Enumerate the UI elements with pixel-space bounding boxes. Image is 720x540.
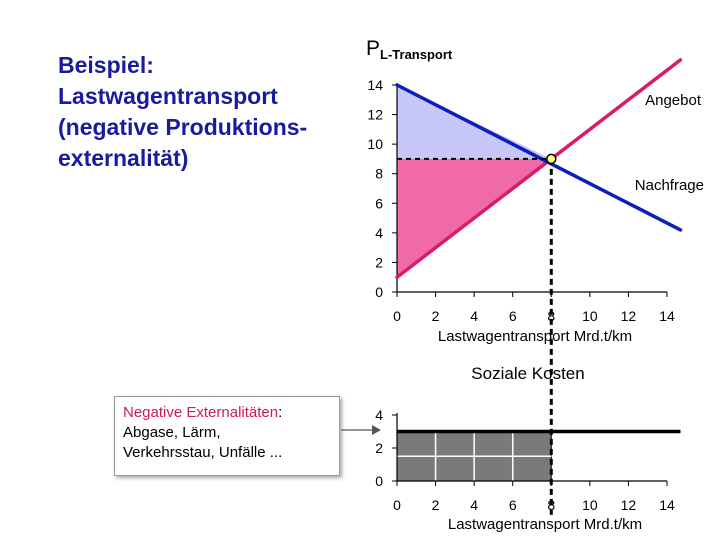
chart-overlay	[341, 153, 557, 515]
main-x-tick-label: 2	[432, 308, 440, 324]
externalities-line-2: Abgase, Lärm,	[123, 424, 221, 441]
note-connector-arrowhead	[372, 425, 381, 435]
main-x-tick-label: 10	[582, 308, 598, 324]
y-axis-label-main: P	[366, 37, 380, 60]
main-y-axis-label: PL-Transport	[366, 37, 453, 62]
main-y-tick-label: 10	[367, 136, 383, 152]
social-cost-title: Soziale Kosten	[471, 364, 584, 383]
main-y-tick-label: 12	[367, 107, 383, 123]
title-line-2: Lastwagentransport	[58, 83, 278, 109]
cost-x-tick-label: 14	[659, 497, 675, 513]
main-x-tick-label: 14	[659, 308, 675, 324]
cost-x-axis-label: Lastwagentransport Mrd.t/km	[448, 516, 642, 533]
externalities-colon: :	[278, 404, 283, 421]
cost-x-tick-label: 6	[509, 497, 517, 513]
main-y-tick-label: 4	[375, 225, 383, 241]
cost-y-tick-label: 4	[375, 407, 383, 423]
main-x-tick-label: 6	[509, 308, 517, 324]
externalities-note: Negative Externalitäten: Abgase, Lärm, V…	[114, 396, 340, 476]
cost-x-tick-label: 2	[432, 497, 440, 513]
title-line-3: (negative Produktions-	[58, 114, 308, 140]
y-axis-label-sub: L-Transport	[380, 47, 453, 62]
surplus-areas	[396, 85, 552, 482]
main-x-axis-label: Lastwagentransport Mrd.t/km	[438, 328, 632, 345]
supply-line	[395, 58, 683, 279]
cost-x-tick-label: 4	[470, 497, 478, 513]
main-x-tick-label: 4	[470, 308, 478, 324]
equilibrium-point	[546, 153, 557, 165]
slide-title: Beispiel: Lastwagentransport (negative P…	[58, 50, 358, 174]
title-line-1: Beispiel:	[58, 52, 154, 78]
main-y-tick-label: 14	[367, 77, 383, 93]
chart-labels: 0 2 4 6 8 10 12 14 0 2 4 6 8 10 12 14 Lastwagentransport…	[366, 37, 704, 533]
main-x-tick-label: 8	[547, 308, 555, 324]
externalities-heading: Negative Externalitäten	[123, 404, 279, 421]
title-line-4: externalität)	[58, 145, 189, 171]
main-y-tick-label: 0	[375, 284, 383, 300]
demand-line	[395, 83, 683, 232]
cost-x-tick-label: 0	[393, 497, 401, 513]
supply-label: Angebot	[645, 92, 702, 109]
cost-x-tick-label: 10	[582, 497, 598, 513]
main-x-tick-label: 12	[621, 308, 637, 324]
cost-x-tick-label: 12	[621, 497, 637, 513]
demand-label: Nachfrage	[635, 177, 704, 194]
main-y-tick-label: 8	[375, 166, 383, 182]
main-x-tick-label: 0	[393, 308, 401, 324]
chart-grid	[397, 431, 552, 481]
cost-y-tick-label: 0	[375, 473, 383, 489]
main-y-tick-label: 2	[375, 254, 383, 270]
chart-axes	[392, 83, 668, 486]
main-y-tick-label: 6	[375, 195, 383, 211]
externalities-line-3: Verkehrsstau, Unfälle ...	[123, 444, 283, 461]
chart-series	[395, 58, 683, 434]
cost-y-tick-label: 2	[375, 440, 383, 456]
cost-x-tick-label: 8	[547, 497, 555, 513]
